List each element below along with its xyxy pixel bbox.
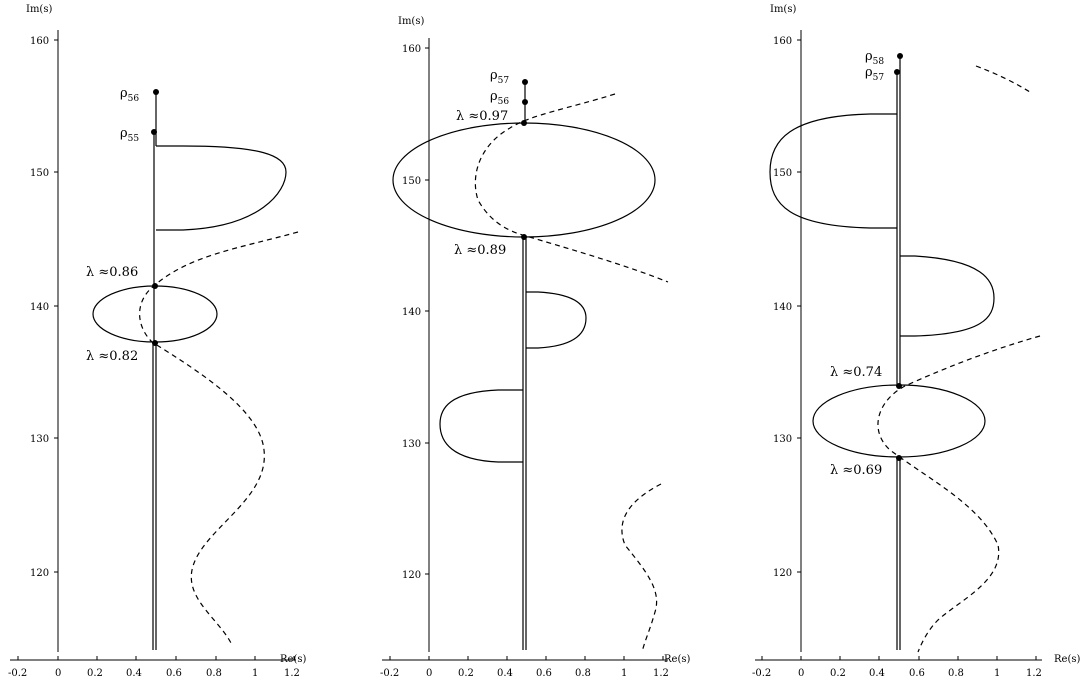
y-tick-label: 140 [30,302,49,313]
x-ticks: -0.2 0 0.2 0.4 0.6 0.8 1 1.2 [380,656,669,679]
dashed-curve [139,231,299,646]
lambda-label: λ ≈0.69 [830,463,882,478]
y-tick-label: 160 [402,44,421,55]
y-ticks: 160 150 140 130 120 [773,36,801,579]
y-tick-label: 140 [402,307,421,318]
x-tick-label: 0.4 [497,668,513,679]
x-ticks: -0.2 0 0.2 0.4 0.6 0.8 1 1.2 [752,656,1042,679]
x-tick-label: 0.6 [536,668,552,679]
y-ticks: 160 150 140 130 120 [30,36,58,579]
panel-2: Im(s) Re(s) 160 150 140 130 120 -0.2 0 0… [380,16,690,679]
dashed-curve [474,93,669,283]
x-tick-label: 0 [426,668,432,679]
x-tick-label: 1 [994,668,1000,679]
x-tick-label: 0.2 [87,668,103,679]
x-tick-label: 1.2 [653,668,669,679]
y-axis-label: Im(s) [398,16,424,27]
lambda-upper-point [152,283,158,289]
ellipse-large [392,122,656,238]
lambda-label: λ ≈0.86 [86,265,138,280]
x-tick-label: 1 [252,668,258,679]
dashed-curve-lower [621,483,662,653]
rho-label: ρ56 [120,86,139,104]
lambda-upper-point [521,120,527,126]
rho57-point [894,69,900,75]
rho-label: ρ56 [490,89,509,107]
y-tick-label: 160 [30,36,49,47]
dashed-curve [877,335,1041,653]
upper-loop [156,145,287,231]
rho58-point [897,53,903,59]
x-tick-label: 0 [798,668,804,679]
lambda-label: λ ≈0.97 [456,109,508,124]
lambda-upper-point [896,383,902,389]
x-tick-label: 0.4 [869,668,885,679]
ellipse-lower [812,384,986,458]
rho-label: ρ57 [865,65,884,83]
ellipse-small [92,285,218,343]
y-tick-label: 150 [773,168,792,179]
y-tick-label: 120 [30,568,49,579]
y-tick-label: 130 [30,434,49,445]
y-tick-label: 120 [402,570,421,581]
rho57-point [522,79,528,85]
x-axis-label: Re(s) [280,654,306,665]
x-tick-label: 1 [621,668,627,679]
x-ticks: -0.2 0 0.2 0.4 0.6 0.8 1 1.2 [8,656,300,679]
x-tick-label: 0.4 [126,668,142,679]
x-tick-label: 1.2 [284,668,300,679]
rho-label: ρ57 [490,68,509,86]
y-tick-label: 150 [402,176,421,187]
x-tick-label: 0.8 [206,668,222,679]
x-tick-label: 0 [55,668,61,679]
panel-3: Im(s) Re(s) 160 150 140 130 120 -0.2 0 0… [752,4,1080,679]
rho56-point [522,99,528,105]
y-axis-label: Im(s) [770,4,796,15]
right-loop [900,255,995,337]
dashed-curve-top [975,65,1031,93]
lambda-label: λ ≈0.89 [454,243,506,258]
lambda-label: λ ≈0.82 [86,349,138,364]
left-loop [439,389,523,463]
lambda-lower-point [896,455,902,461]
rho56-point [153,89,159,95]
rho-label: ρ58 [865,49,884,67]
y-tick-label: 130 [773,434,792,445]
x-tick-label: -0.2 [8,668,27,679]
y-tick-label: 120 [773,568,792,579]
x-axis-label: Re(s) [1054,654,1080,665]
x-tick-label: 1.2 [1026,668,1042,679]
lambda-lower-point [152,340,158,346]
rho-label: ρ55 [120,126,139,144]
x-tick-label: 0.6 [909,668,925,679]
x-tick-label: -0.2 [380,668,399,679]
x-tick-label: 0.6 [166,668,182,679]
y-tick-label: 130 [402,439,421,450]
y-tick-label: 140 [773,302,792,313]
x-tick-label: -0.2 [752,668,771,679]
rho55-point [151,129,157,135]
x-tick-label: 0.8 [948,668,964,679]
x-axis-label: Re(s) [664,654,690,665]
right-loop [526,291,587,349]
x-tick-label: 0.2 [830,668,846,679]
left-loop [769,113,897,229]
y-ticks: 160 150 140 130 120 [402,44,429,581]
x-tick-label: 0.8 [575,668,591,679]
lambda-label: λ ≈0.74 [830,365,882,380]
lambda-lower-point [521,234,527,240]
y-tick-label: 150 [30,168,49,179]
y-tick-label: 160 [773,36,792,47]
panel-1: Im(s) Re(s) 160 150 140 130 120 -0.2 0 0… [8,4,306,679]
y-axis-label: Im(s) [26,4,52,15]
x-tick-label: 0.2 [458,668,474,679]
